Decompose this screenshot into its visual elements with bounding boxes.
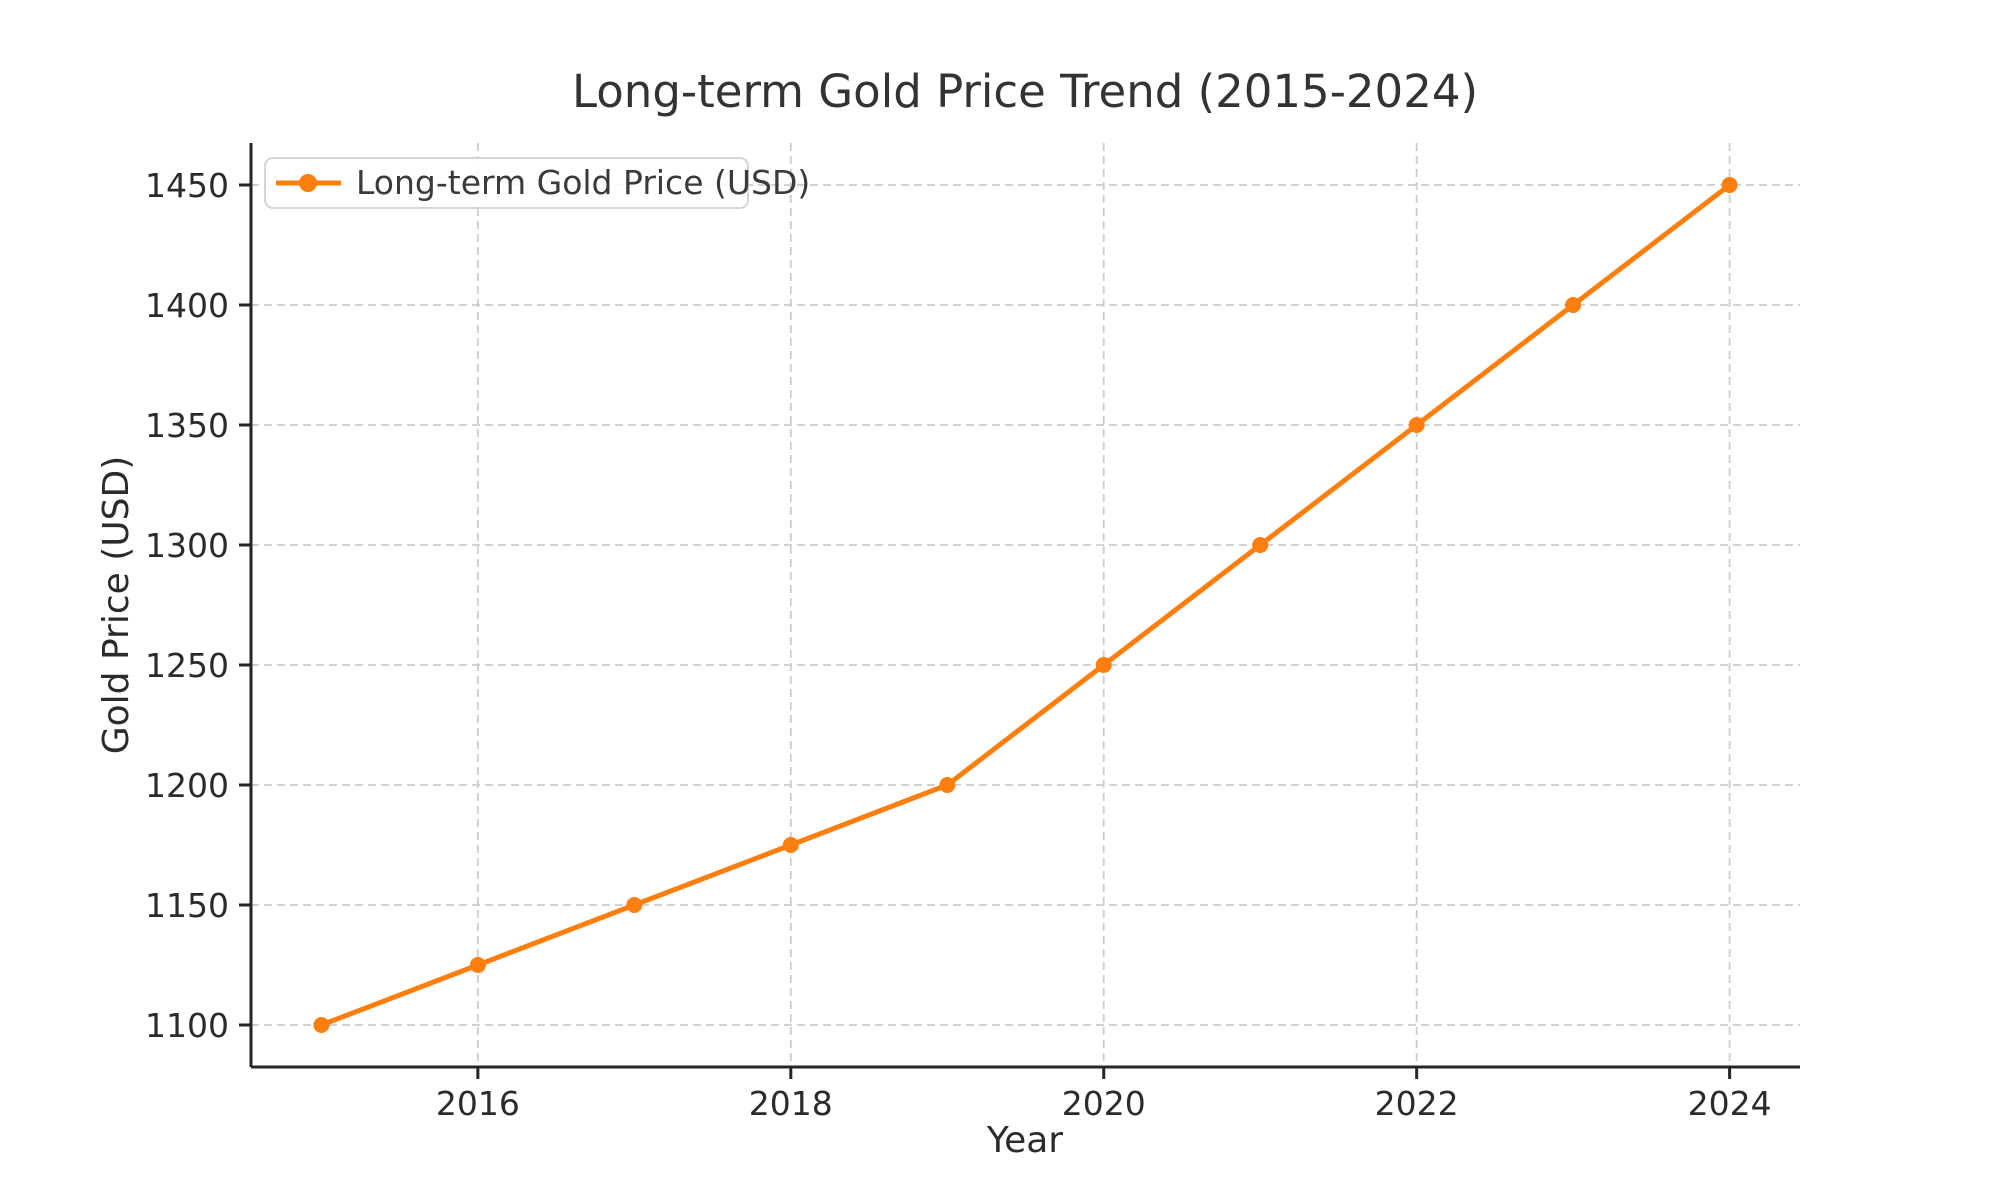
data-point bbox=[1721, 177, 1738, 193]
y-tick-label: 1350 bbox=[145, 406, 229, 445]
data-point bbox=[626, 897, 643, 913]
data-point bbox=[469, 957, 486, 973]
data-point bbox=[1408, 417, 1425, 433]
y-tick-label: 1450 bbox=[145, 166, 229, 205]
x-tick-label: 2016 bbox=[436, 1084, 520, 1123]
x-tick-label: 2018 bbox=[749, 1084, 833, 1123]
chart-title: Long-term Gold Price Trend (2015-2024) bbox=[572, 65, 1478, 118]
gridlines bbox=[251, 143, 1800, 1067]
y-axis-label: Gold Price (USD) bbox=[96, 456, 137, 755]
gold-price-line bbox=[318, 182, 1733, 1028]
axis-ticks bbox=[239, 183, 1732, 1079]
data-point bbox=[939, 777, 956, 793]
data-point bbox=[782, 837, 799, 853]
legend-marker-sample bbox=[299, 174, 317, 192]
y-tick-label: 1150 bbox=[145, 886, 229, 925]
x-tick-label: 2022 bbox=[1375, 1084, 1459, 1123]
data-point bbox=[1095, 657, 1112, 673]
x-tick-label: 2024 bbox=[1688, 1084, 1772, 1123]
x-axis-label: Year bbox=[986, 1120, 1063, 1161]
legend-label: Long-term Gold Price (USD) bbox=[356, 163, 810, 202]
y-tick-label: 1400 bbox=[145, 286, 229, 325]
axis-spines bbox=[249, 143, 1800, 1069]
x-tick-label: 2020 bbox=[1062, 1084, 1146, 1123]
data-point-markers bbox=[313, 177, 1738, 1033]
legend-box bbox=[264, 157, 749, 209]
y-tick-label: 1200 bbox=[145, 766, 229, 805]
y-tick-label: 1300 bbox=[145, 526, 229, 565]
tick-labels: 2016 2018 2020 2022 2024 1100 1150 1200 1250 1300… bbox=[145, 166, 1772, 1123]
data-point bbox=[1252, 537, 1269, 553]
y-tick-label: 1100 bbox=[145, 1006, 229, 1045]
data-point bbox=[313, 1017, 330, 1033]
y-tick-label: 1250 bbox=[145, 646, 229, 685]
legend: Long-term Gold Price (USD) bbox=[264, 157, 810, 209]
data-point bbox=[1565, 297, 1582, 313]
